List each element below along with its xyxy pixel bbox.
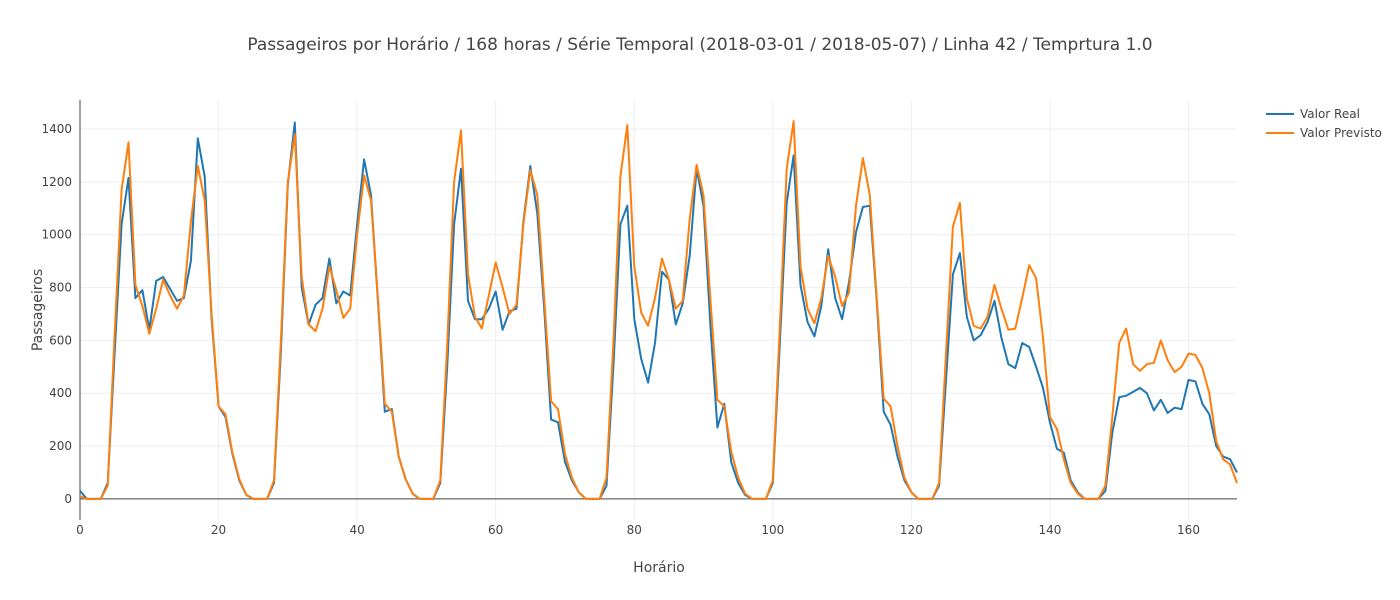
x-tick-labels: 0 20 40 60 80 100 120 140 160: [76, 523, 1200, 537]
legend-label-real: Valor Real: [1300, 107, 1360, 121]
x-axis-title: Horário: [633, 560, 685, 576]
y-axis-title: Passageiros: [30, 269, 46, 351]
y-tick-labels: 0 200 400 600 800 1000 1200 1400: [41, 122, 72, 506]
legend-item-real[interactable]: Valor Real: [1266, 107, 1360, 121]
legend-label-previsto: Valor Previsto: [1300, 126, 1382, 140]
y-tick-label: 1400: [41, 122, 72, 136]
series-line-valor-real[interactable]: [79, 121, 1238, 500]
legend-item-previsto[interactable]: Valor Previsto: [1266, 126, 1382, 140]
chart-title: Passageiros por Horário / 168 horas / Sé…: [247, 35, 1152, 55]
x-tick-label: 140: [1038, 523, 1061, 537]
legend[interactable]: Valor Real Valor Previsto: [1266, 107, 1382, 140]
x-tick-label: 80: [627, 523, 642, 537]
y-tick-label: 1200: [41, 175, 72, 189]
x-tick-label: 40: [349, 523, 364, 537]
series-line-valor-previsto[interactable]: [79, 120, 1238, 500]
y-tick-label: 800: [49, 281, 72, 295]
x-tick-label: 160: [1177, 523, 1200, 537]
x-tick-label: 60: [488, 523, 503, 537]
grid: [80, 100, 1237, 520]
y-tick-label: 1000: [41, 228, 72, 242]
y-tick-label: 400: [49, 386, 72, 400]
x-tick-label: 0: [76, 523, 84, 537]
x-tick-label: 20: [211, 523, 226, 537]
x-tick-label: 100: [761, 523, 784, 537]
x-tick-label: 120: [900, 523, 923, 537]
y-tick-label: 200: [49, 439, 72, 453]
y-tick-label: 600: [49, 333, 72, 347]
y-tick-label: 0: [64, 492, 72, 506]
series: [79, 120, 1238, 500]
